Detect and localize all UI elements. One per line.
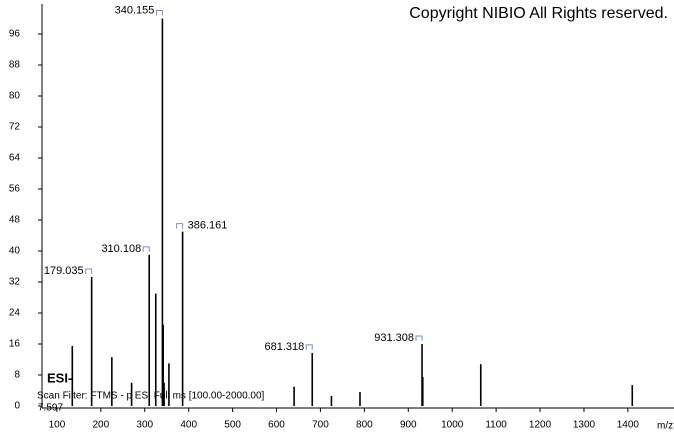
peak-bracket [415, 335, 423, 341]
peak-bracket [155, 10, 163, 16]
x-tick-label: 600 [268, 420, 285, 431]
peak-bracket [85, 268, 93, 274]
x-tick-label: 200 [93, 420, 110, 431]
y-tick-label: 40 [9, 246, 21, 257]
peak-label: 681.318 [264, 341, 304, 353]
x-tick-label: 800 [356, 420, 373, 431]
y-tick-label: 16 [9, 339, 21, 350]
y-tick-label: 56 [9, 184, 21, 195]
peak-label: 179.035 [44, 265, 84, 277]
x-tick-label: 1200 [529, 420, 552, 431]
x-tick-label: 100 [49, 420, 66, 431]
y-tick-label: 24 [9, 308, 21, 319]
y-tick-label: 80 [9, 91, 21, 102]
x-tick-label: 1400 [617, 420, 640, 431]
peak-label: 386.161 [188, 220, 228, 232]
y-tick-label: 96 [9, 29, 21, 40]
y-tick-label: 72 [9, 122, 21, 133]
x-tick-label: 1000 [441, 420, 464, 431]
y-tick-label: 88 [9, 60, 21, 71]
y-tick-label: 64 [9, 153, 21, 164]
peak-bracket [176, 223, 184, 229]
peak-label: 340.155 [115, 4, 155, 16]
y-tick-label: 0 [14, 401, 20, 412]
y-tick-label: 48 [9, 215, 21, 226]
peak-bracket [142, 246, 150, 252]
y-tick-label: 8 [14, 370, 20, 381]
ionization: ESI- [47, 370, 72, 385]
x-tick-label: 1300 [573, 420, 596, 431]
x-tick-label: 300 [136, 420, 153, 431]
x-tick-label: 500 [224, 420, 241, 431]
y-tick-label: 32 [9, 277, 21, 288]
scan-filter: Scan Filter: FTMS - p ESI Full ms [100.0… [37, 391, 265, 402]
x-tick-label: 900 [400, 420, 417, 431]
x-tick-label: 1100 [485, 420, 507, 431]
peak-label: 931.308 [374, 332, 414, 344]
x-tick-label: 700 [312, 420, 329, 431]
peak-label: 310.108 [101, 243, 141, 255]
copyright: Copyright NIBIO All Rights reserved. [409, 5, 668, 22]
peak-bracket [305, 344, 313, 350]
x-axis-label: m/z [657, 421, 673, 432]
x-tick-label: 400 [180, 420, 197, 431]
